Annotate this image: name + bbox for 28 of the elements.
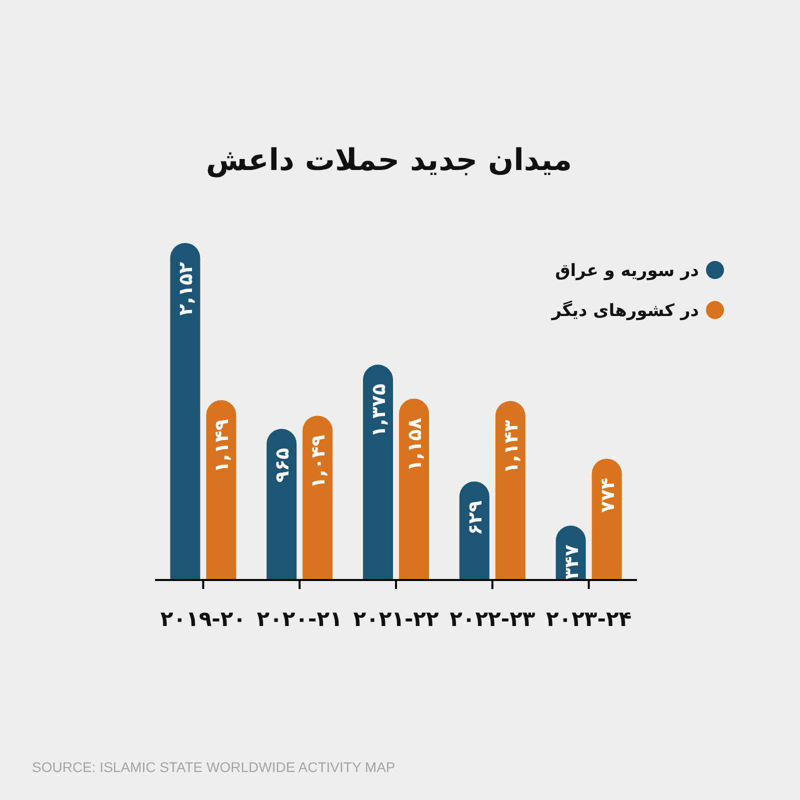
bar <box>170 243 200 580</box>
x-tick-label: ۲۰۲۱-۲۲ <box>353 607 439 631</box>
bar <box>206 400 236 580</box>
bar <box>399 398 429 580</box>
data-label: ۱,۱۴۳ <box>500 420 522 474</box>
data-label: ۱,۰۴۹ <box>308 434 330 488</box>
data-label: ۱,۱۴۹ <box>211 418 234 473</box>
legend-label: در کشورهای دیگر <box>550 300 700 321</box>
bar <box>302 416 333 580</box>
legend-label: در سوریه و عراق <box>555 261 700 281</box>
bar <box>363 364 393 580</box>
data-label: ۹۶۵ <box>272 447 294 483</box>
x-tick-label: ۲۰۲۳-۲۴ <box>546 607 632 631</box>
data-label: ۱,۱۵۸ <box>404 417 426 472</box>
bar <box>266 428 297 580</box>
chart-title: میدان جدید حملات داعش <box>206 143 572 178</box>
x-tick-label: ۲۰۱۹-۲۰ <box>160 607 246 631</box>
data-label: ۶۲۹ <box>464 500 486 536</box>
source-note: SOURCE: ISLAMIC STATE WORLDWIDE ACTIVITY MAP <box>32 759 396 775</box>
data-label: ۲,۱۵۲ <box>175 262 198 316</box>
x-tick-label: ۲۰۲۲-۲۳ <box>450 607 536 631</box>
bar <box>592 458 622 580</box>
x-tick-label: ۲۰۲۰-۲۱ <box>256 607 342 631</box>
data-label: ۷۷۴ <box>596 478 619 513</box>
data-label: ۱,۳۷۵ <box>368 383 390 438</box>
bar <box>459 482 490 580</box>
bar <box>495 401 526 580</box>
data-label: ۳۴۷ <box>560 544 583 580</box>
